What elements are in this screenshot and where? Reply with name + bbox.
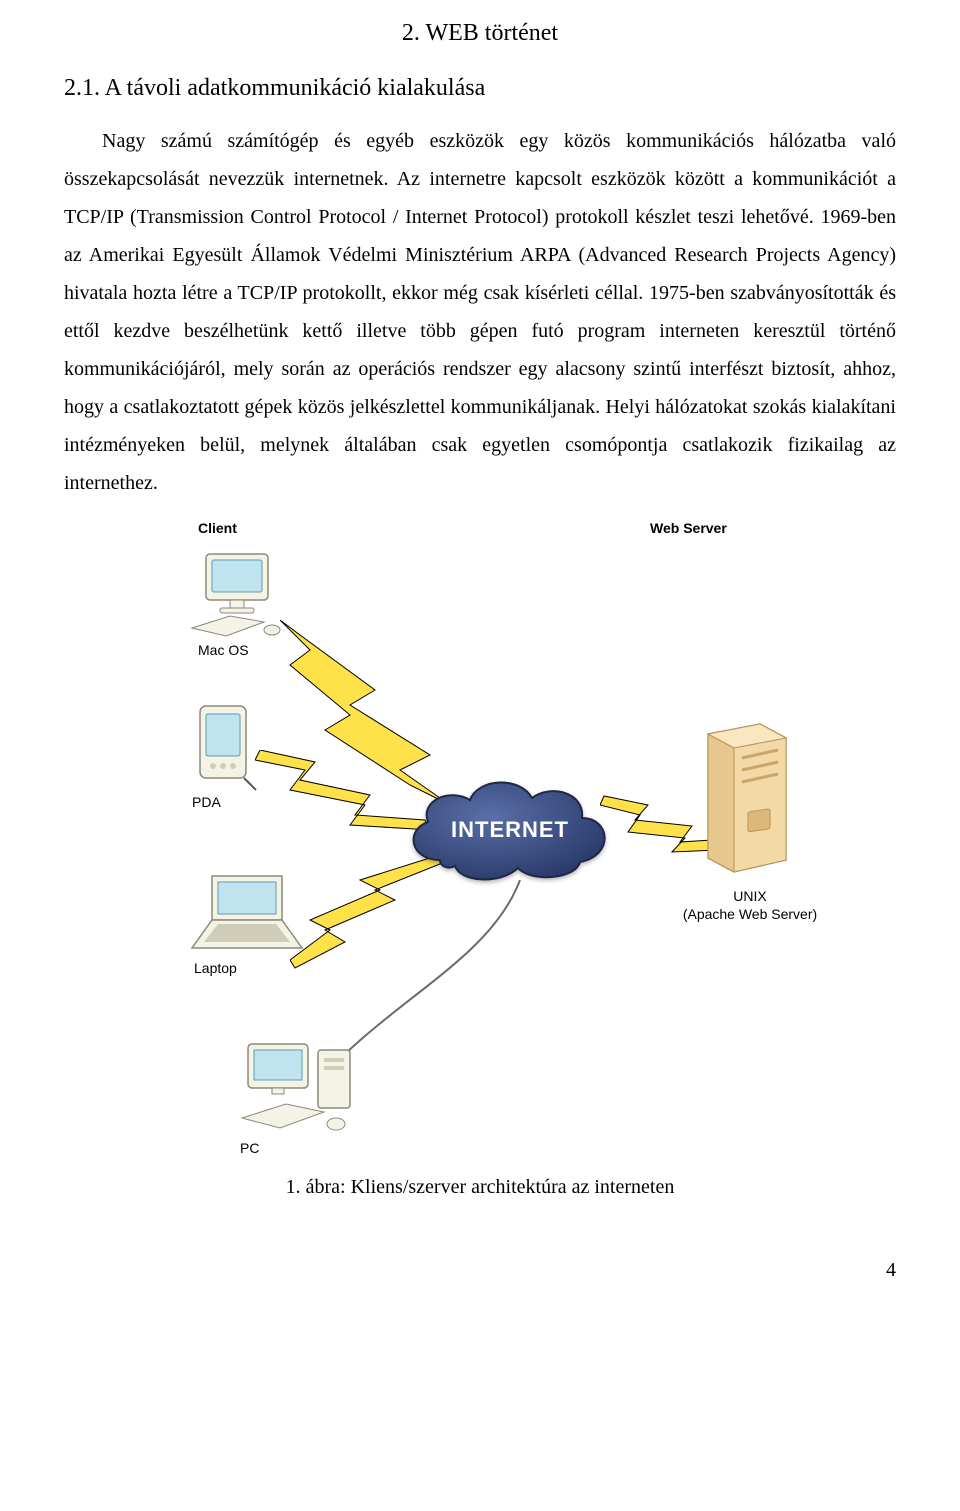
body-paragraph: Nagy számú számítógép és egyéb eszközök … bbox=[64, 122, 896, 502]
label-pc: PC bbox=[240, 1140, 259, 1156]
label-mac: Mac OS bbox=[198, 642, 249, 658]
device-pc bbox=[236, 1040, 366, 1140]
label-laptop: Laptop bbox=[194, 960, 237, 976]
label-client: Client bbox=[198, 520, 237, 536]
internet-cloud: INTERNET bbox=[400, 770, 620, 890]
figure: Client Web Server bbox=[64, 520, 896, 1199]
figure-caption: 1. ábra: Kliens/szerver architektúra az … bbox=[64, 1176, 896, 1199]
label-webserver: Web Server bbox=[650, 520, 727, 536]
section-title: 2.1. A távoli adatkommunikáció kialakulá… bbox=[64, 75, 896, 102]
device-server bbox=[690, 720, 800, 880]
cloud-label: INTERNET bbox=[451, 817, 569, 843]
device-pda bbox=[190, 702, 260, 792]
label-server-2: (Apache Web Server) bbox=[660, 906, 840, 922]
label-server-1: UNIX bbox=[670, 888, 830, 904]
chapter-title: 2. WEB történet bbox=[64, 20, 896, 47]
network-diagram: Client Web Server bbox=[160, 520, 800, 1160]
device-mac bbox=[190, 550, 290, 640]
page: 2. WEB történet 2.1. A távoli adatkommun… bbox=[0, 0, 960, 1322]
page-number: 4 bbox=[64, 1259, 896, 1282]
device-laptop bbox=[186, 870, 306, 960]
label-pda: PDA bbox=[192, 794, 221, 810]
